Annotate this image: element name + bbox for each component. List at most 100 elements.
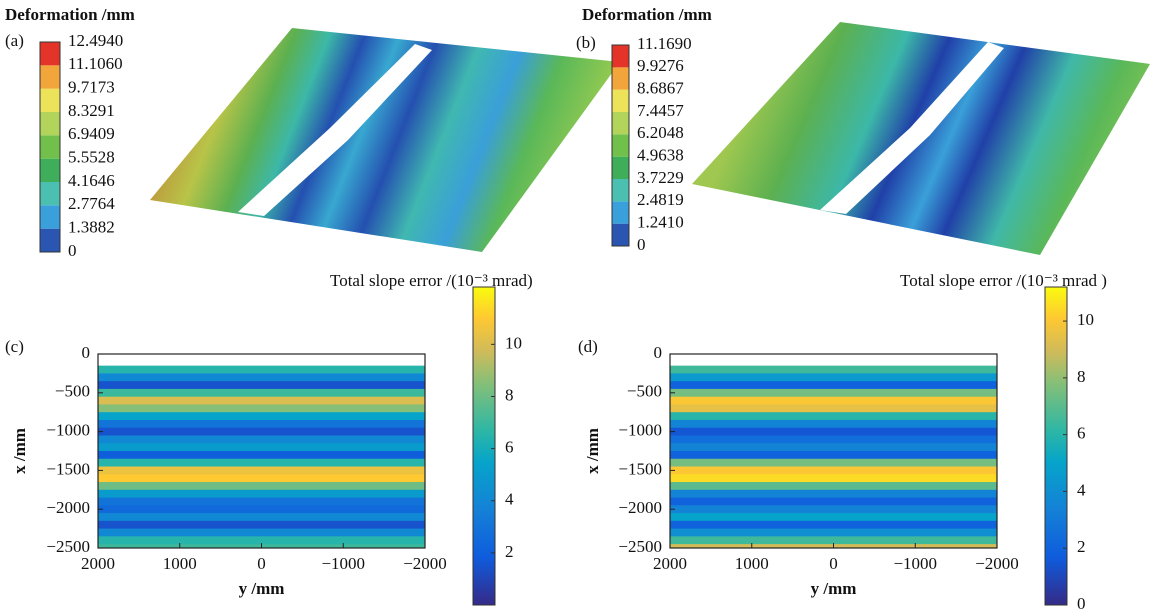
colorbar-label: 11.1060 bbox=[68, 54, 123, 73]
heatmap-band bbox=[670, 427, 997, 437]
colorbar-tick-label: 4 bbox=[1077, 480, 1086, 499]
colorbar-label: 4.1646 bbox=[68, 171, 115, 190]
colorbar-frame bbox=[39, 41, 61, 253]
colorbar-label: 3.7229 bbox=[637, 168, 684, 187]
colorbar-segment bbox=[40, 228, 60, 252]
x-tick-label: −1000 bbox=[893, 554, 937, 573]
colorbar-label: 4.9638 bbox=[637, 146, 684, 165]
x-tick-label: 0 bbox=[829, 554, 838, 573]
colorbar-tick-label: 2 bbox=[505, 542, 514, 561]
surface-a bbox=[150, 28, 620, 252]
colorbar-tick-label: 8 bbox=[505, 385, 514, 404]
colorbar-segment bbox=[612, 156, 629, 180]
heatmap-band bbox=[98, 381, 425, 390]
heatmap-cells bbox=[670, 365, 997, 548]
colorbar-label: 5.5528 bbox=[68, 148, 115, 167]
heatmap-band bbox=[98, 474, 425, 483]
colorbar-segment bbox=[40, 88, 60, 113]
heatmap-band bbox=[98, 412, 425, 421]
colorbar-title: Total slope error /(10⁻³ mrad) bbox=[330, 271, 533, 290]
heatmap-band bbox=[670, 536, 997, 545]
heatmap-band bbox=[98, 466, 425, 475]
colorbar-label: 1.3882 bbox=[68, 218, 115, 237]
y-tick-label: −500 bbox=[627, 382, 662, 401]
colorbar-segment bbox=[40, 65, 60, 89]
heatmap-band bbox=[98, 482, 425, 491]
colorbar-label: 0 bbox=[68, 241, 77, 260]
heatmap-band bbox=[670, 412, 997, 421]
colorbar-segment bbox=[612, 134, 629, 157]
colorbar-segment bbox=[40, 135, 60, 159]
colorbar-tick-label: 6 bbox=[505, 438, 514, 457]
heatmap-band bbox=[98, 458, 425, 468]
heatmap-band bbox=[98, 520, 425, 530]
colorbar-segment bbox=[40, 112, 60, 136]
heatmap-band bbox=[98, 505, 425, 514]
y-tick-label: −2500 bbox=[618, 537, 662, 556]
colorbar-label: 7.4457 bbox=[637, 101, 684, 120]
colorbar-label: 6.2048 bbox=[637, 123, 684, 142]
heatmap-band bbox=[670, 482, 997, 491]
heatmap-band bbox=[670, 520, 997, 530]
x-tick-label: 2000 bbox=[653, 554, 687, 573]
heatmap-cells bbox=[98, 365, 425, 548]
heatmap-band bbox=[670, 458, 997, 468]
x-tick-label: 1000 bbox=[735, 554, 769, 573]
colorbar-label: 0 bbox=[637, 235, 646, 254]
heatmap-band bbox=[670, 528, 997, 537]
heatmap-band bbox=[670, 489, 997, 499]
y-tick-label: −2000 bbox=[618, 498, 662, 517]
y-axis-label: x /mm bbox=[10, 428, 29, 474]
colorbar-tick-label: 0 bbox=[1077, 594, 1086, 613]
heatmap-band bbox=[670, 451, 997, 460]
colorbar-title: Deformation /mm bbox=[5, 5, 135, 24]
colorbar-tick-label: 10 bbox=[1077, 310, 1094, 329]
heatmap-band bbox=[670, 373, 997, 382]
heatmap-band bbox=[670, 474, 997, 483]
colorbar-segment bbox=[612, 201, 629, 224]
heatmap-band bbox=[670, 388, 997, 398]
x-tick-label: 2000 bbox=[81, 554, 115, 573]
x-tick-label: 0 bbox=[257, 554, 266, 573]
heatmap-band bbox=[670, 365, 997, 374]
heatmap-band bbox=[98, 443, 425, 452]
colorbar-label: 6.9409 bbox=[68, 124, 115, 143]
heatmap-band bbox=[98, 513, 425, 522]
heatmap-band bbox=[670, 435, 997, 444]
x-tick-label: −1000 bbox=[321, 554, 365, 573]
y-tick-label: −2500 bbox=[46, 537, 90, 556]
y-tick-label: −500 bbox=[55, 382, 90, 401]
colorbar-segment bbox=[612, 89, 629, 113]
colorbar-segment bbox=[40, 42, 60, 66]
heatmap-band bbox=[98, 388, 425, 398]
heatmap-band bbox=[98, 396, 425, 406]
colorbar-segment bbox=[612, 45, 629, 68]
heatmap-band bbox=[670, 505, 997, 514]
colorbar-tick-label: 6 bbox=[1077, 424, 1086, 443]
colorbar-tick-label: 8 bbox=[1077, 367, 1086, 386]
heatmap-band bbox=[98, 373, 425, 382]
colorbar-segment bbox=[40, 158, 60, 183]
colorbar-segment bbox=[40, 205, 60, 229]
heatmap-band bbox=[670, 443, 997, 452]
colorbar-segment bbox=[612, 67, 629, 90]
heatmap-band bbox=[670, 513, 997, 522]
colorbar-segment bbox=[40, 182, 60, 206]
colorbar-frame bbox=[611, 44, 630, 247]
colorbar bbox=[472, 286, 496, 606]
colorbar-label: 2.7764 bbox=[68, 194, 115, 213]
panel-label: (c) bbox=[5, 337, 24, 356]
heatmap-band bbox=[98, 427, 425, 437]
colorbar-label: 11.1690 bbox=[637, 34, 692, 53]
surface-gap bbox=[820, 42, 1004, 214]
x-tick-label: 1000 bbox=[163, 554, 197, 573]
colorbar-title: Total slope error /(10⁻³ mrad ) bbox=[900, 271, 1107, 290]
surface-sheet bbox=[150, 28, 620, 252]
heatmap-band bbox=[98, 497, 425, 506]
x-tick-label: −2000 bbox=[403, 554, 447, 573]
y-tick-label: −1500 bbox=[46, 459, 90, 478]
x-tick-label: −2000 bbox=[975, 554, 1019, 573]
colorbar-segment bbox=[612, 223, 629, 246]
heatmap-band bbox=[98, 528, 425, 537]
